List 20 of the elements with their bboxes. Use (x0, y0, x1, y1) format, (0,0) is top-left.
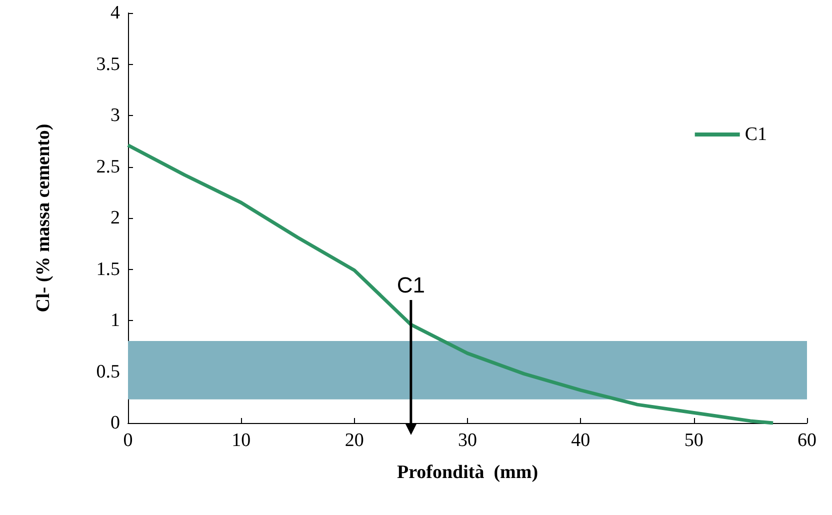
x-tick-label: 10 (232, 430, 251, 451)
legend-label: C1 (744, 124, 768, 145)
x-axis-title: Profondità (mm) (396, 462, 538, 483)
y-tick-label: 4 (110, 2, 120, 24)
y-tick-label: 0.5 (96, 361, 120, 382)
x-tick-label: 50 (684, 430, 704, 451)
x-tick-label: 20 (344, 430, 364, 451)
y-tick-label: 0 (110, 412, 120, 434)
line-series (126, 143, 775, 425)
x-tick-label: 30 (458, 430, 477, 451)
y-tick-label: 2.5 (96, 156, 120, 178)
y-tick-label: 3 (110, 105, 120, 126)
ref-line-label: C1 (396, 272, 425, 298)
x-tick-label: 40 (571, 430, 590, 451)
y-axis-title: Cl- (% massa cemento) (33, 124, 54, 312)
y-tick-label: 1 (110, 310, 120, 331)
x-tick-label: 60 (798, 430, 816, 451)
y-tick-label: 3.5 (96, 54, 120, 75)
y-tick-label: 2 (110, 208, 120, 228)
y-tick-label: 1.5 (96, 258, 120, 280)
